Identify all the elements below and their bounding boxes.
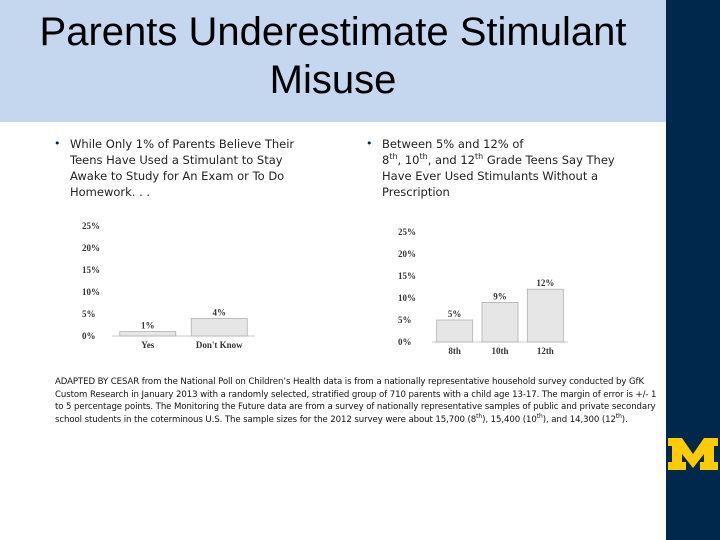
y-tick-label: 0% [82, 331, 96, 341]
y-tick-label: 15% [82, 265, 100, 275]
y-tick-label: 5% [398, 315, 412, 325]
right-bullet-line3: Have Ever Used Stimulants Without a [382, 169, 599, 183]
y-tick-label: 20% [398, 249, 416, 259]
y-tick-label: 20% [82, 243, 100, 253]
y-tick-label: 0% [398, 337, 412, 347]
bullet-marker: • [54, 137, 61, 150]
slide-title-line1: Parents Underestimate Stimulant [39, 10, 627, 54]
y-tick-label: 25% [398, 227, 416, 237]
data-label: 9% [493, 291, 507, 301]
data-label: 5% [448, 309, 462, 319]
y-tick-label: 25% [82, 221, 100, 231]
right-bullet-line1: Between 5% and 12% of [382, 137, 524, 151]
x-tick-label: 10th [491, 346, 508, 356]
right-bullet-line4: Prescription [382, 185, 450, 199]
parents-chart: 0% 5% 10% 15% 20% 25% 1% Yes 4% Don't Know [82, 221, 255, 350]
footnote: ADAPTED BY CESAR from the National Poll … [55, 377, 657, 425]
x-tick-label: 12th [537, 346, 554, 356]
data-label: 1% [141, 321, 155, 331]
y-tick-label: 10% [82, 287, 100, 297]
x-tick-label: Yes [141, 340, 154, 350]
x-tick-label: Don't Know [196, 340, 243, 350]
x-tick-label: 8th [448, 346, 461, 356]
bar-10th [481, 302, 519, 343]
slide-title-line2: Misuse [269, 58, 397, 102]
data-label: 12% [536, 278, 554, 288]
bar-yes [119, 331, 177, 337]
university-m-logo [668, 438, 718, 470]
right-bullet: • Between 5% and 12% of 8th, 10th, and 1… [366, 136, 622, 200]
title-band [0, 0, 666, 122]
left-bullet: • While Only 1% of Parents Believe Their… [54, 136, 302, 200]
bar-8th [436, 319, 474, 343]
data-label: 4% [213, 307, 227, 317]
slide-title: Parents Underestimate Stimulant Misuse [0, 8, 666, 104]
bar-12th [526, 288, 564, 343]
bar-don-t-know [190, 318, 248, 337]
y-tick-label: 10% [398, 293, 416, 303]
y-tick-label: 5% [82, 309, 96, 319]
y-tick-label: 15% [398, 271, 416, 281]
teens-chart: 0% 5% 10% 15% 20% 25% 5% 8th 9% 10th 12% 12th [398, 227, 568, 356]
bullet-marker: • [366, 137, 373, 150]
right-bullet-line2: 8th, 10th, and 12th Grade Teens Say They [382, 152, 615, 167]
left-bullet-text: While Only 1% of Parents Believe Their T… [70, 137, 295, 199]
